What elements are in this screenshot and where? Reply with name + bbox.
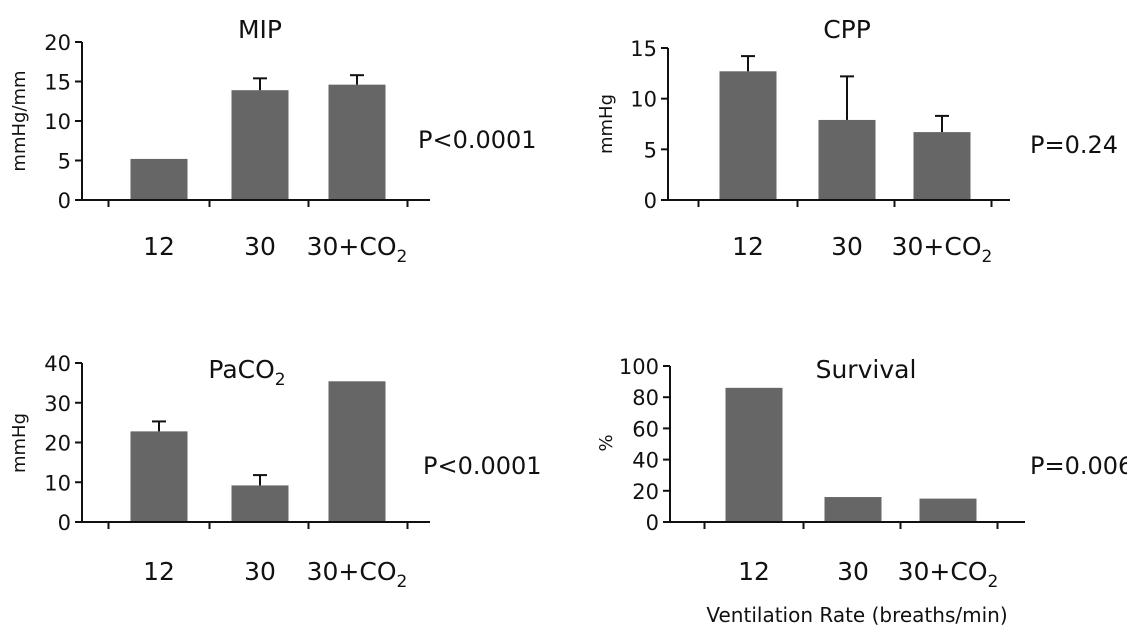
- bar-2: [231, 485, 289, 522]
- y-tick-label: 100: [619, 355, 659, 379]
- y-tick-label: 20: [632, 480, 659, 504]
- y-tick-label: 20: [44, 432, 71, 456]
- y-tick-label: 20: [44, 31, 71, 55]
- y-tick-label: 80: [632, 386, 659, 410]
- y-axis-label: mmHg/mm: [9, 70, 30, 171]
- y-tick-label: 5: [58, 150, 71, 174]
- chart-panel-4: 0 20 40 60 80 100 12 30 30+CO2 Survival% P=0.006: [596, 355, 1127, 592]
- bar-3: [913, 132, 971, 200]
- x-tick-label: 30+CO2: [307, 232, 408, 267]
- chart-panel-2: 0 5 10 15 12 30 30+CO2 CPP mmHg P=0.24: [596, 15, 1118, 267]
- bar-3: [328, 381, 386, 522]
- p-value: P=0.006: [1030, 452, 1127, 480]
- y-tick-label: 30: [44, 392, 71, 416]
- bar-3: [328, 84, 386, 200]
- chart-panel-3: 0 10 20 30 40 12 30 30+CO2 PaCO2 mmHg P<0.0001: [9, 352, 542, 592]
- bar-1: [130, 431, 188, 522]
- p-value: P<0.0001: [418, 126, 537, 154]
- y-tick-label: 0: [58, 511, 71, 535]
- y-axis-label: mmHg: [9, 413, 30, 473]
- x-tick-label: 30: [244, 557, 276, 586]
- x-tick-label: 12: [143, 232, 175, 261]
- p-value: P=0.24: [1030, 131, 1118, 159]
- x-tick-label: 30: [831, 232, 863, 261]
- x-tick-label: 30: [837, 557, 869, 586]
- x-tick-label: 12: [143, 557, 175, 586]
- x-tick-label: 12: [732, 232, 764, 261]
- y-tick-label: 40: [632, 449, 659, 473]
- y-axis-label: mmHg: [596, 94, 617, 154]
- p-value: P<0.0001: [423, 452, 542, 480]
- y-tick-label: 15: [44, 71, 71, 95]
- bar-1: [725, 387, 783, 522]
- y-tick-label: 60: [632, 417, 659, 441]
- bar-2: [824, 497, 882, 522]
- y-tick-label: 0: [644, 189, 657, 213]
- y-tick-label: 0: [58, 189, 71, 213]
- bar-3: [919, 498, 977, 522]
- y-tick-label: 5: [644, 138, 657, 162]
- chart-title: PaCO2: [208, 355, 285, 390]
- chart-panel-1: 0 5 10 15 20 12 30 30+CO2 MIP mmHg/mm P<0.0001: [9, 15, 537, 267]
- y-tick-label: 10: [44, 110, 71, 134]
- bar-1: [130, 158, 188, 200]
- bar-2: [818, 119, 876, 200]
- y-tick-label: 40: [44, 352, 71, 376]
- x-tick-label: 12: [738, 557, 770, 586]
- chart-title: MIP: [238, 15, 282, 44]
- y-tick-label: 15: [630, 37, 657, 61]
- chart-title: CPP: [823, 15, 871, 44]
- x-tick-label: 30+CO2: [307, 557, 408, 592]
- chart-title: Survival: [816, 355, 917, 384]
- y-tick-label: 0: [646, 511, 659, 535]
- bar-1: [719, 71, 777, 200]
- x-tick-label: 30+CO2: [898, 557, 999, 592]
- x-axis-label: Ventilation Rate (breaths/min): [706, 603, 1007, 627]
- x-tick-label: 30+CO2: [892, 232, 993, 267]
- bar-2: [231, 90, 289, 200]
- y-axis-label: %: [596, 434, 617, 451]
- y-tick-label: 10: [630, 88, 657, 112]
- x-tick-label: 30: [244, 232, 276, 261]
- y-tick-label: 10: [44, 471, 71, 495]
